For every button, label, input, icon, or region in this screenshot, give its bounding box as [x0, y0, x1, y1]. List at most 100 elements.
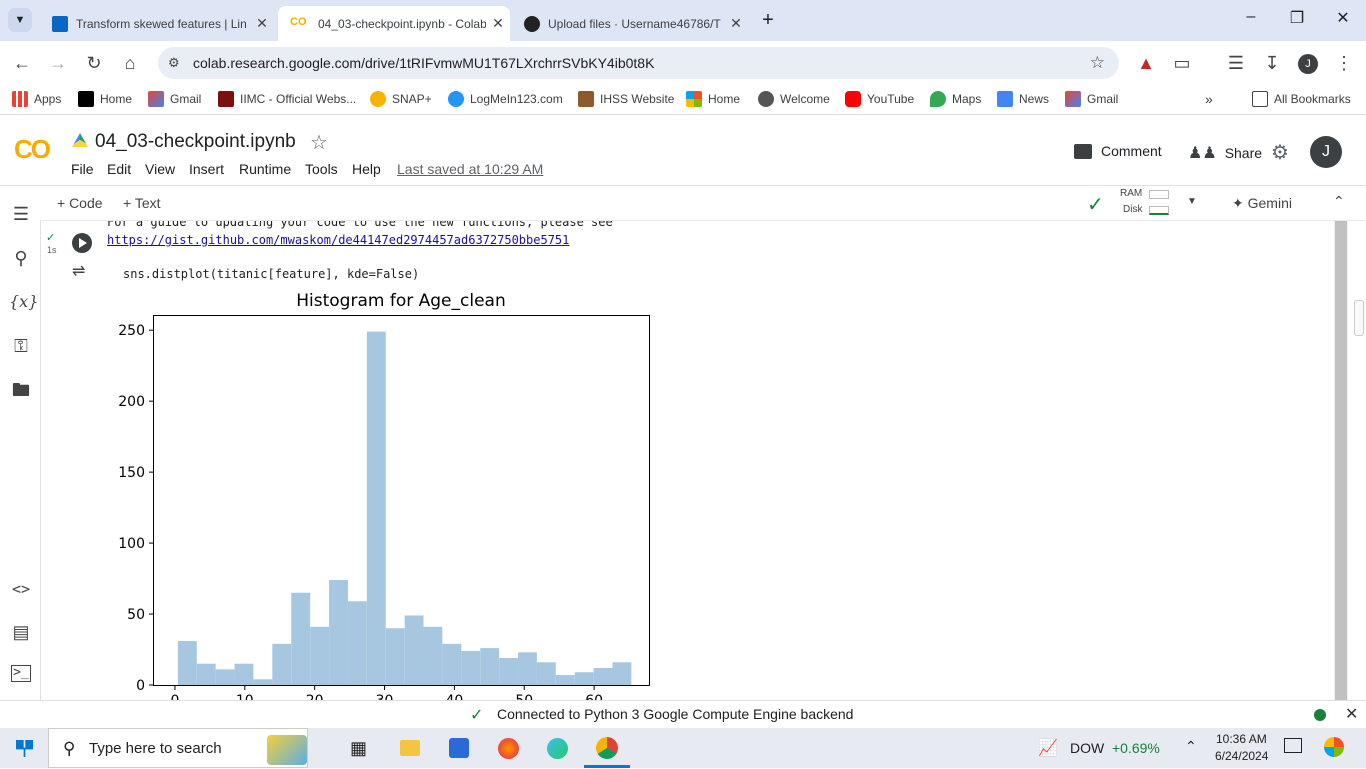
- secrets-key-icon[interactable]: ⚿: [14, 336, 28, 356]
- variables-icon[interactable]: {x}: [9, 292, 39, 311]
- x-tick-label: 10: [236, 693, 254, 700]
- browser-tab-3[interactable]: Upload files · Username46786/T ✕: [512, 6, 748, 41]
- code-snippets-icon[interactable]: <>: [11, 580, 31, 598]
- run-cell-button[interactable]: [72, 233, 92, 253]
- browser-tab-1[interactable]: Transform skewed features | Lin ✕: [40, 6, 274, 41]
- last-saved-link[interactable]: Last saved at 10:29 AM: [397, 161, 544, 177]
- microsoft-store-icon[interactable]: [449, 738, 469, 758]
- comment-button[interactable]: Comment: [1074, 143, 1162, 159]
- gemini-button[interactable]: ✦ Gemini: [1232, 195, 1292, 212]
- notebook-title[interactable]: 04_03-checkpoint.ipynb: [95, 131, 296, 152]
- extension-shield-icon[interactable]: ▲: [1137, 53, 1155, 73]
- extensions-puzzle-icon[interactable]: ▭: [1173, 53, 1191, 73]
- clock-time[interactable]: 10:36 AM: [1216, 732, 1267, 746]
- add-text-button[interactable]: + Text: [123, 195, 161, 211]
- reload-icon[interactable]: ↻: [86, 53, 102, 73]
- cell-exec-time: 1s: [47, 245, 57, 255]
- bookmark-welcome[interactable]: Welcome: [758, 91, 830, 107]
- bookmark-gmail-2[interactable]: Gmail: [1065, 91, 1118, 107]
- weather-widget-icon[interactable]: [1324, 737, 1344, 757]
- restore-button[interactable]: ❐: [1289, 10, 1305, 27]
- bookmark-home-ms[interactable]: Home: [686, 91, 740, 107]
- close-tab-icon[interactable]: ✕: [730, 15, 742, 31]
- close-tab-icon[interactable]: ✕: [256, 15, 268, 31]
- browser-tab-2[interactable]: CO 04_03-checkpoint.ipynb - Colab ✕: [278, 6, 510, 41]
- page-scrollbar-thumb[interactable]: [1354, 300, 1364, 336]
- tab-search-button[interactable]: ▼: [8, 8, 32, 32]
- task-view-icon[interactable]: ▦: [350, 738, 368, 758]
- menu-insert[interactable]: Insert: [189, 161, 225, 177]
- share-button[interactable]: ♟♟ Share: [1188, 143, 1262, 163]
- download-icon[interactable]: ↧: [1264, 53, 1280, 73]
- search-highlight-illustration: [267, 735, 307, 765]
- bookmark-logmein[interactable]: LogMeIn123.com: [448, 91, 563, 107]
- globe-icon: [758, 91, 774, 107]
- bookmark-gmail[interactable]: Gmail: [148, 91, 201, 107]
- new-tab-button[interactable]: +: [756, 8, 780, 32]
- bookmark-home-x[interactable]: Home: [78, 91, 132, 107]
- stock-ticker[interactable]: DOW: [1070, 740, 1105, 756]
- firefox-icon[interactable]: [498, 738, 519, 759]
- runtime-dropdown-icon[interactable]: ▼: [1187, 196, 1197, 207]
- all-bookmarks-button[interactable]: All Bookmarks: [1252, 91, 1351, 107]
- bookmark-maps[interactable]: Maps: [930, 91, 981, 107]
- colab-logo[interactable]: CO: [14, 134, 51, 165]
- bookmark-ihss[interactable]: IHSS Website: [578, 91, 674, 107]
- bookmark-youtube[interactable]: YouTube: [845, 91, 914, 107]
- notifications-icon[interactable]: [1284, 738, 1302, 753]
- gist-link[interactable]: https://gist.github.com/mwaskom/de44147e…: [107, 233, 570, 247]
- menu-runtime[interactable]: Runtime: [239, 161, 292, 177]
- star-notebook-icon[interactable]: ☆: [310, 132, 328, 154]
- x-tick-label: 30: [376, 693, 394, 700]
- command-palette-icon[interactable]: ▤: [12, 622, 30, 642]
- terminal-icon[interactable]: >_: [11, 665, 31, 682]
- menu-file[interactable]: File: [71, 161, 94, 177]
- back-icon[interactable]: ←: [13, 53, 31, 73]
- close-window-button[interactable]: ✕: [1336, 10, 1350, 27]
- file-explorer-icon[interactable]: [400, 740, 420, 756]
- close-tab-icon[interactable]: ✕: [492, 15, 504, 31]
- address-bar[interactable]: ⚙ colab.research.google.com/drive/1tRIFv…: [158, 47, 1119, 79]
- taskbar-search-box[interactable]: ⚲ Type here to search: [48, 728, 308, 768]
- edge-icon[interactable]: [547, 738, 568, 759]
- forward-icon[interactable]: →: [49, 53, 67, 73]
- bookmark-iimc[interactable]: IIMC - Official Webs...: [218, 91, 356, 107]
- windows-start-icon[interactable]: [16, 740, 33, 757]
- profile-avatar[interactable]: J: [1298, 54, 1318, 74]
- home-icon[interactable]: ⌂: [124, 53, 136, 73]
- table-of-contents-icon[interactable]: ☰: [12, 204, 30, 224]
- vertical-scrollbar[interactable]: [1334, 221, 1348, 700]
- bars-group: [177, 331, 632, 685]
- chrome-icon[interactable]: [596, 737, 618, 759]
- bookmark-star-icon[interactable]: ☆: [1089, 53, 1105, 72]
- files-folder-icon[interactable]: 🖿: [12, 380, 30, 400]
- bookmark-label: IIMC - Official Webs...: [240, 92, 357, 106]
- bookmarks-overflow-button[interactable]: »: [1205, 91, 1213, 107]
- minimize-button[interactable]: –: [1246, 8, 1256, 25]
- menu-view[interactable]: View: [145, 161, 176, 177]
- collapse-header-icon[interactable]: ⌃: [1333, 193, 1345, 209]
- bookmark-label: Apps: [34, 92, 62, 106]
- account-avatar[interactable]: J: [1310, 136, 1342, 168]
- search-icon[interactable]: ⚲: [14, 248, 28, 268]
- settings-gear-icon[interactable]: ⚙: [1271, 142, 1289, 164]
- bookmark-label: Home: [708, 92, 741, 106]
- bookmark-news[interactable]: News: [997, 91, 1049, 107]
- media-control-icon[interactable]: ☰: [1227, 53, 1245, 73]
- output-menu-icon[interactable]: ⇌: [72, 263, 86, 280]
- colab-logo-text: CO: [14, 134, 51, 164]
- show-hidden-icons-chevron-icon[interactable]: ⌃: [1185, 738, 1197, 754]
- bookmark-label: SNAP+: [392, 92, 432, 106]
- add-code-button[interactable]: + Code: [57, 195, 103, 211]
- clock-date[interactable]: 6/24/2024: [1215, 749, 1269, 763]
- scrollbar-thumb[interactable]: [1335, 221, 1347, 700]
- bookmark-snap[interactable]: SNAP+: [370, 91, 432, 107]
- bookmark-apps[interactable]: Apps: [12, 91, 61, 107]
- menu-edit[interactable]: Edit: [107, 161, 132, 177]
- close-status-icon[interactable]: ✕: [1345, 706, 1359, 723]
- more-menu-icon[interactable]: ⋮: [1335, 53, 1353, 73]
- menu-help[interactable]: Help: [352, 161, 381, 177]
- site-info-icon[interactable]: ⚙: [168, 55, 180, 70]
- menu-tools[interactable]: Tools: [305, 161, 338, 177]
- star-icon: [370, 91, 386, 107]
